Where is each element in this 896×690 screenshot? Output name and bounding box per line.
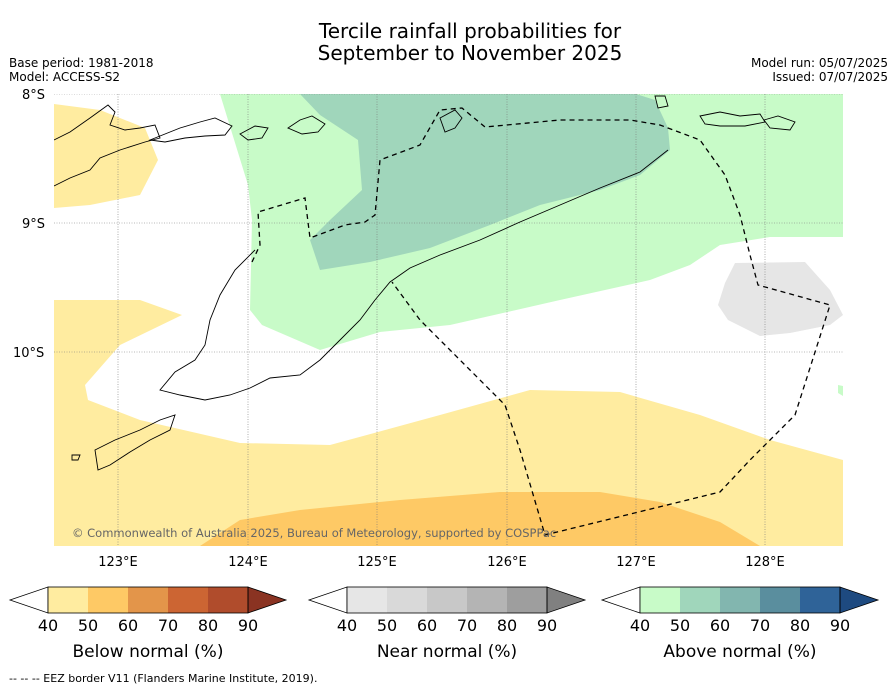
colorbar-near-tick: 60 <box>417 616 437 635</box>
title-line-1: Tercile rainfall probabilities for <box>318 19 622 43</box>
issued-date: Issued: 07/07/2025 <box>772 70 888 84</box>
colorbar-below-tick: 40 <box>38 616 58 635</box>
flores-coast <box>54 104 161 187</box>
lon-label-124e: 124°E <box>228 555 268 570</box>
colorbar-below-segment-2 <box>88 587 128 613</box>
lat-label-9s: 9°S <box>22 217 45 232</box>
timor-north-coast <box>374 149 669 301</box>
atauro-coast <box>439 109 463 133</box>
below-normal-south <box>54 300 843 546</box>
colorbar-above-tick: 70 <box>750 616 770 635</box>
colorbar-above-tick: 90 <box>830 616 850 635</box>
colorbar-below-tick: 80 <box>198 616 218 635</box>
colorbar-below-label: Below normal (%) <box>73 642 224 662</box>
colorbar-near-segment-2 <box>387 587 427 613</box>
above-normal-small-east <box>838 385 843 396</box>
colorbar-below-low-extend <box>8 586 49 614</box>
colorbar-near-high-extend <box>546 586 587 614</box>
colorbar-above-low-extend <box>600 586 641 614</box>
graticule <box>54 94 843 546</box>
colorbar-above-label: Above normal (%) <box>663 642 816 662</box>
map-title: Tercile rainfall probabilities for Septe… <box>0 20 896 64</box>
lon-label-128e: 128°E <box>745 555 785 570</box>
meta-right: Model run: 05/07/2025 Issued: 07/07/2025 <box>751 56 888 84</box>
sawu-coast <box>71 454 81 461</box>
lat-label-10s: 10°S <box>13 346 44 361</box>
colorbar-below-tick: 70 <box>158 616 178 635</box>
colorbar-below-tick: 60 <box>118 616 138 635</box>
map-panel: © Commonwealth of Australia 2025, Bureau… <box>54 94 843 546</box>
coastlines <box>54 95 796 471</box>
above-normal-50-band <box>300 94 670 270</box>
base-period: Base period: 1981-2018 <box>9 56 154 70</box>
below-normal-50-core <box>200 492 760 546</box>
colorbar-below-segment-5 <box>208 587 248 613</box>
meta-left: Base period: 1981-2018 Model: ACCESS-S2 <box>9 56 154 84</box>
colorbar-below-segment-3 <box>128 587 168 613</box>
colorbar-near-outline <box>346 586 548 614</box>
lon-label-123e: 123°E <box>98 555 138 570</box>
colorbar-above-tick: 50 <box>670 616 690 635</box>
colorbar-near-tick: 90 <box>537 616 557 635</box>
colorbar-above-segment-1 <box>640 587 680 613</box>
colorbar-above-high-extend <box>839 586 880 614</box>
colorbar-above-segment-2 <box>680 587 720 613</box>
colorbar-below: 40 50 60 70 80 90 Below normal (%) <box>8 586 288 662</box>
colorbar-near-segment-4 <box>467 587 507 613</box>
colorbar-near-tick: 50 <box>377 616 397 635</box>
colorbar-below-outline <box>47 586 249 614</box>
wetar-east-coast <box>654 95 669 109</box>
colorbar-above-tick: 40 <box>630 616 650 635</box>
colorbar-below-segment-4 <box>168 587 208 613</box>
colorbar-below-tick: 90 <box>238 616 258 635</box>
timor-south-coast <box>159 249 376 401</box>
colorbar-near-segment-5 <box>507 587 547 613</box>
wetar-coast <box>287 115 326 135</box>
eez-boundary <box>251 107 831 536</box>
colorbar-above-outline <box>639 586 841 614</box>
colorbar-below-tick: 50 <box>78 616 98 635</box>
colorbar-near-segment-3 <box>427 587 467 613</box>
eez-footnote: -- -- -- EEZ border V11 (Flanders Marine… <box>9 672 318 685</box>
pantar-coast <box>239 125 269 141</box>
colorbar-near: 40 50 60 70 80 90 Near normal (%) <box>307 586 587 662</box>
lon-label-126e: 126°E <box>487 555 527 570</box>
colorbar-above-segment-3 <box>720 587 760 613</box>
colorbar-near-segment-1 <box>347 587 387 613</box>
title-line-2: September to November 2025 <box>317 41 623 65</box>
colorbar-below-high-extend <box>247 586 288 614</box>
moa-island-coast <box>763 115 796 131</box>
model-name: Model: ACCESS-S2 <box>9 70 121 84</box>
copyright-notice: © Commonwealth of Australia 2025, Bureau… <box>72 526 556 540</box>
rote-coast <box>94 414 176 471</box>
colorbar-above: 40 50 60 70 80 90 Above normal (%) <box>600 586 880 662</box>
lon-label-125e: 125°E <box>357 555 397 570</box>
colorbar-near-tick: 40 <box>337 616 357 635</box>
near-normal-east <box>718 262 843 336</box>
alor-islands-coast <box>148 117 233 143</box>
model-run: Model run: 05/07/2025 <box>750 56 888 70</box>
colorbar-below-segment-1 <box>48 587 88 613</box>
colorbar-near-tick: 80 <box>497 616 517 635</box>
colorbar-above-tick: 80 <box>790 616 810 635</box>
colorbar-near-tick: 70 <box>457 616 477 635</box>
colorbars: 40 50 60 70 80 90 Below normal (%) 40 50 60 70 80 90… <box>8 586 880 662</box>
colorbar-near-low-extend <box>307 586 348 614</box>
colorbar-above-tick: 60 <box>710 616 730 635</box>
colorbar-above-segment-4 <box>760 587 800 613</box>
colorbar-near-label: Near normal (%) <box>377 642 517 662</box>
colorbar-above-segment-5 <box>800 587 840 613</box>
lat-label-8s: 8°S <box>22 88 45 103</box>
lon-label-127e: 127°E <box>616 555 656 570</box>
